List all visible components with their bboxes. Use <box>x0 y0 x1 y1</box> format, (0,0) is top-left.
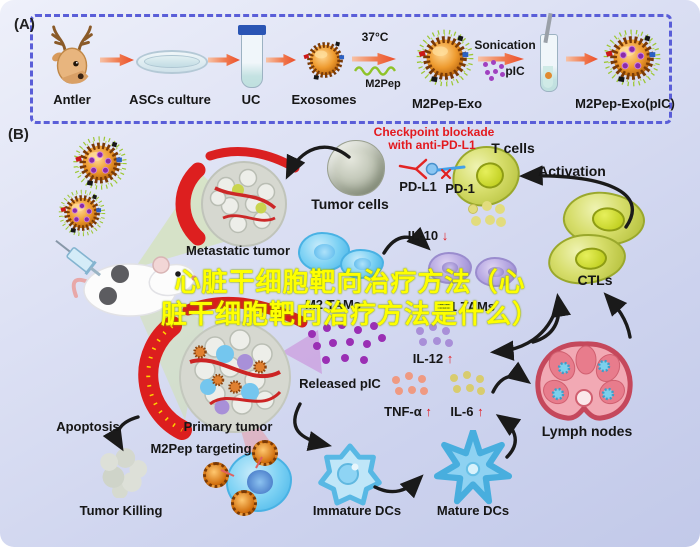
released-pic-dots-icon <box>308 330 316 338</box>
mini-exosome-icon <box>252 440 278 466</box>
mini-exosome-icon <box>203 462 229 488</box>
m2pep-exo-icon <box>412 25 478 91</box>
apoptosis-label: Apoptosis <box>56 419 120 434</box>
blocked-x-icon <box>440 168 452 180</box>
uc-tube-icon <box>238 25 266 88</box>
apoptotic-cell-icon <box>94 448 148 498</box>
m2pep-label: M2Pep <box>365 78 401 90</box>
metastatic-tumor-icon <box>175 147 300 247</box>
il10-label: IL-10 ↓ <box>407 228 449 243</box>
up-arrow-icon: ↑ <box>425 404 432 419</box>
primary-tumor-icon <box>138 296 308 440</box>
watermark-line1: 心脏干细胞靶向治疗方法（心 <box>174 267 526 297</box>
mouse-icon <box>71 256 197 317</box>
m2pep-exo-pic-label: M2Pep-Exo(pIC) <box>575 96 675 111</box>
immature-dcs-label: Immature DCs <box>312 503 402 518</box>
tumor-cells-label: Tumor cells <box>311 196 389 212</box>
lymph-node-icon <box>535 341 633 421</box>
antler-deer-icon <box>51 25 93 84</box>
syringe-icon <box>55 239 101 277</box>
mini-exosome-icon <box>231 490 257 516</box>
up-arrow-icon: ↑ <box>477 404 484 419</box>
pd-l1-label: PD-L1 <box>399 179 437 194</box>
mature-dcs-label: Mature DCs <box>436 503 510 518</box>
arrow-lymph-to-ctl-2 <box>603 292 632 339</box>
checkpoint-line2: with anti-PD-L1 <box>388 138 476 152</box>
tnf-dots-icon <box>392 376 400 384</box>
il12-dots-icon <box>416 327 424 335</box>
tnf-label: TNF-α ↑ <box>384 404 432 419</box>
released-pic-label: Released pIC <box>299 376 381 391</box>
exosomes-label: Exosomes <box>291 92 357 107</box>
activation-label: Activation <box>538 163 606 179</box>
il6-label: IL-6 ↑ <box>450 404 484 419</box>
pd-l1-ligand-icon <box>425 162 439 176</box>
injected-exosome-icon <box>69 132 131 194</box>
up-arrow-icon: ↑ <box>446 351 454 366</box>
anti-pd-l1-antibody-icon <box>398 158 428 180</box>
tumor-killing-label: Tumor Killing <box>79 503 163 518</box>
panel-a-label: (A) <box>14 16 35 33</box>
m2pep-peptide-icon <box>354 66 396 76</box>
m1-tam-cell-icon <box>475 257 517 287</box>
m2pep-targeting-label: M2Pep targeting <box>150 441 252 456</box>
pic-dots-icon <box>483 62 488 67</box>
metastatic-tumor-label: Metastatic tumor <box>185 243 291 258</box>
m2-tams-label: M2 TAMs <box>304 297 362 312</box>
panel-b-label: (B) <box>8 126 29 143</box>
checkpoint-line1: Checkpoint blockade <box>373 125 495 139</box>
ascs-culture-label: ASCs culture <box>129 92 211 107</box>
pd-1-label: PD-1 <box>445 181 475 196</box>
immature-dc-icon <box>318 443 382 506</box>
t-cells-label: T cells <box>491 140 535 156</box>
ctls-label: CTLs <box>577 272 613 288</box>
m2pep-exo-pic-icon <box>599 25 665 91</box>
tumor-cell-icon <box>327 140 385 196</box>
m2pep-exo-label: M2Pep-Exo <box>411 96 483 111</box>
uc-label: UC <box>241 92 261 107</box>
panel-a-box <box>30 14 672 124</box>
m1-tam-cell-icon <box>428 252 472 284</box>
mature-dc-icon <box>433 430 513 505</box>
temperature-label: 37°C <box>361 30 389 44</box>
arrow-cytokines-to-lymph <box>491 361 532 394</box>
down-arrow-icon: ↓ <box>441 228 449 243</box>
lymph-nodes-label: Lymph nodes <box>541 423 633 439</box>
petri-dish-icon <box>136 50 208 74</box>
primary-tumor-label: Primary tumor <box>183 419 273 434</box>
m2-tam-cell-icon <box>340 249 384 279</box>
sonication-tube-icon <box>540 12 558 92</box>
il12-label: IL-12 ↑ <box>412 351 454 366</box>
il6-dots-icon <box>450 374 458 382</box>
pic-label: pIC <box>505 64 525 78</box>
exosome-icon <box>298 33 352 87</box>
sonication-label: Sonication <box>474 38 536 52</box>
antler-label: Antler <box>53 92 91 107</box>
cytokine-dots-icon <box>468 204 478 214</box>
watermark-line2: 脏干细胞靶向治疗方法是什么） <box>160 299 540 329</box>
m1-tams-label: M1 TAMs <box>438 299 496 314</box>
